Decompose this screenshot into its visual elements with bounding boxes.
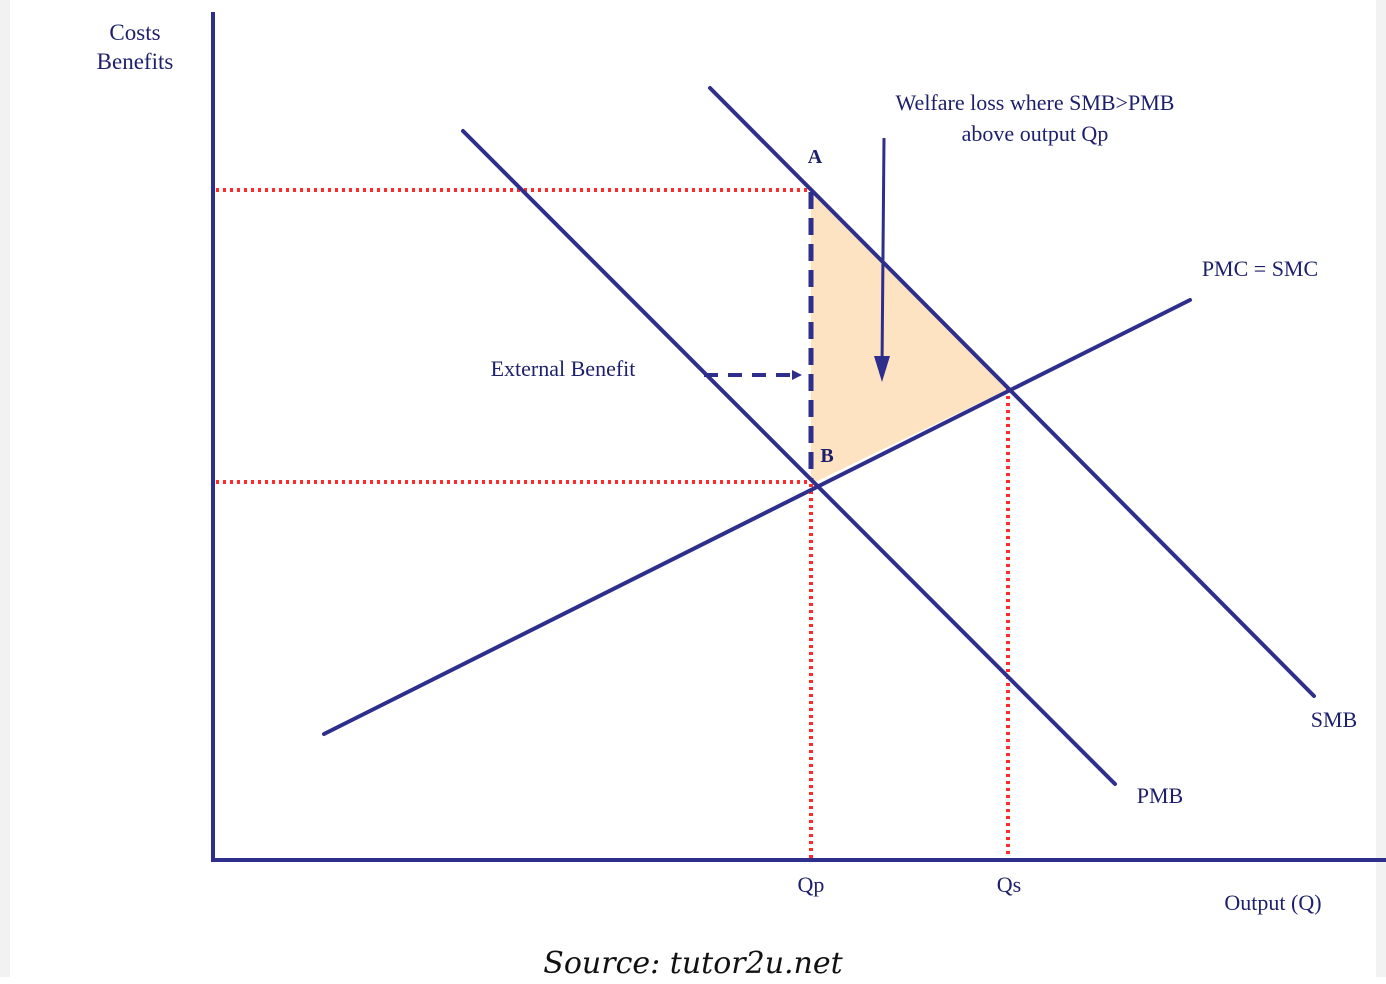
qs-label: Qs [997, 872, 1021, 897]
qp-label: Qp [798, 872, 825, 897]
smb-curve [708, 86, 1316, 698]
pmb-label: PMB [1137, 783, 1183, 808]
guide-lines [216, 188, 1010, 862]
welfare-loss-label-line2: above output Qp [962, 121, 1109, 146]
pmc-smc-curve [322, 298, 1192, 736]
y-axis-label-benefits: Benefits [97, 49, 174, 74]
welfare-loss-arrowhead [874, 356, 890, 382]
external-benefit-label: External Benefit [491, 356, 636, 381]
right-margin-strip [1376, 0, 1386, 977]
curves [322, 86, 1316, 786]
positive-externality-diagram: Costs Benefits Welfare loss where SMB>PM… [97, 12, 1386, 915]
smb-label: SMB [1311, 707, 1357, 732]
point-b-label: B [820, 445, 833, 467]
left-margin-strip [0, 0, 10, 977]
welfare-loss-arrow [880, 137, 886, 369]
pmb-curve [461, 129, 1117, 786]
point-a-label: A [808, 146, 823, 168]
welfare-loss-label-line1: Welfare loss where SMB>PMB [896, 90, 1175, 115]
y-axis-label-costs: Costs [109, 20, 160, 45]
pmc-smc-label: PMC = SMC [1202, 256, 1318, 281]
axes [211, 12, 1386, 862]
source-caption: Source: tutor2u.net [543, 946, 843, 981]
welfare-loss-area [811, 190, 1008, 484]
x-axis-label: Output (Q) [1224, 890, 1321, 915]
